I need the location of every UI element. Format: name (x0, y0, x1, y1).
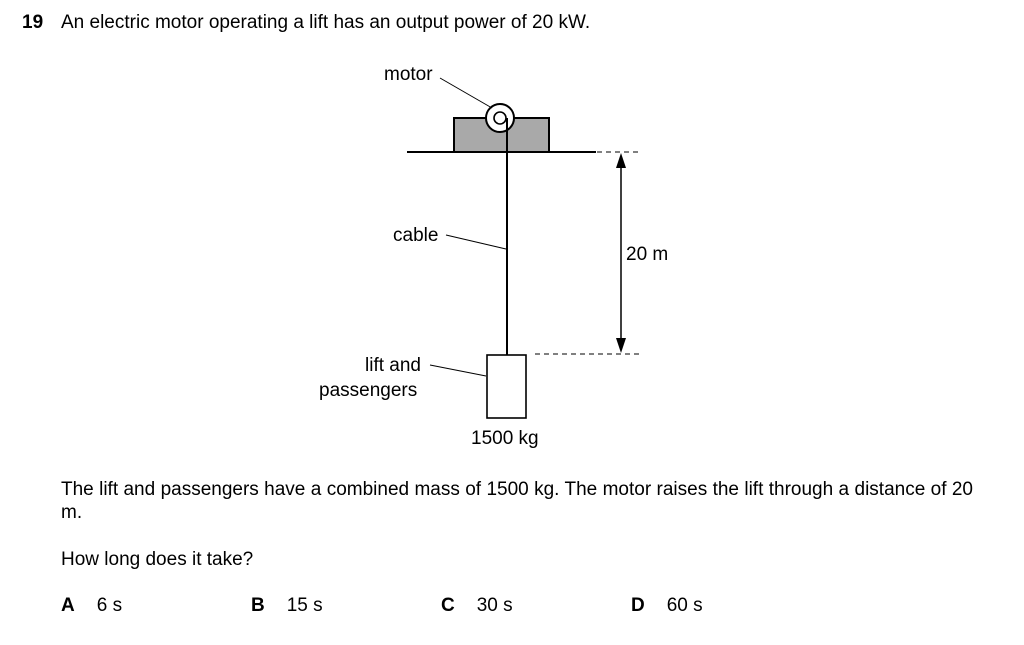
option-c-letter: C (441, 595, 455, 616)
pulley-inner (493, 111, 507, 125)
option-d[interactable]: D 60 s (631, 595, 703, 617)
lift-diagram: motor cable 20 m lift and passengers 150… (319, 64, 668, 449)
option-c[interactable]: C 30 s (441, 595, 513, 617)
height-arrow-head-up (616, 153, 626, 168)
lift-label-line2: passengers (319, 380, 417, 401)
question-number: 19 (22, 12, 44, 33)
question-stem: An electric motor operating a lift has a… (61, 12, 591, 33)
option-b-value: 15 s (286, 595, 323, 616)
option-b[interactable]: B 15 s (251, 595, 323, 617)
height-label: 20 m (626, 244, 668, 265)
lift-leader (429, 364, 487, 377)
motor-label: motor (384, 64, 433, 85)
option-d-letter: D (631, 595, 645, 616)
mass-label: 1500 kg (471, 428, 539, 449)
motor-leader (439, 77, 493, 109)
question-prompt: How long does it take? (61, 549, 254, 570)
option-a[interactable]: A 6 s (61, 595, 122, 617)
option-a-letter: A (61, 595, 75, 616)
cable-label: cable (393, 225, 438, 246)
question-paragraph: The lift and passengers have a combined … (61, 479, 973, 523)
option-b-letter: B (251, 595, 265, 616)
lift-car (486, 354, 527, 419)
cable-leader (445, 234, 507, 250)
height-arrow-head-down (616, 338, 626, 353)
option-a-value: 6 s (96, 595, 123, 616)
option-c-value: 30 s (476, 595, 513, 616)
option-d-value: 60 s (666, 595, 703, 616)
lift-label-line1: lift and (365, 355, 421, 376)
